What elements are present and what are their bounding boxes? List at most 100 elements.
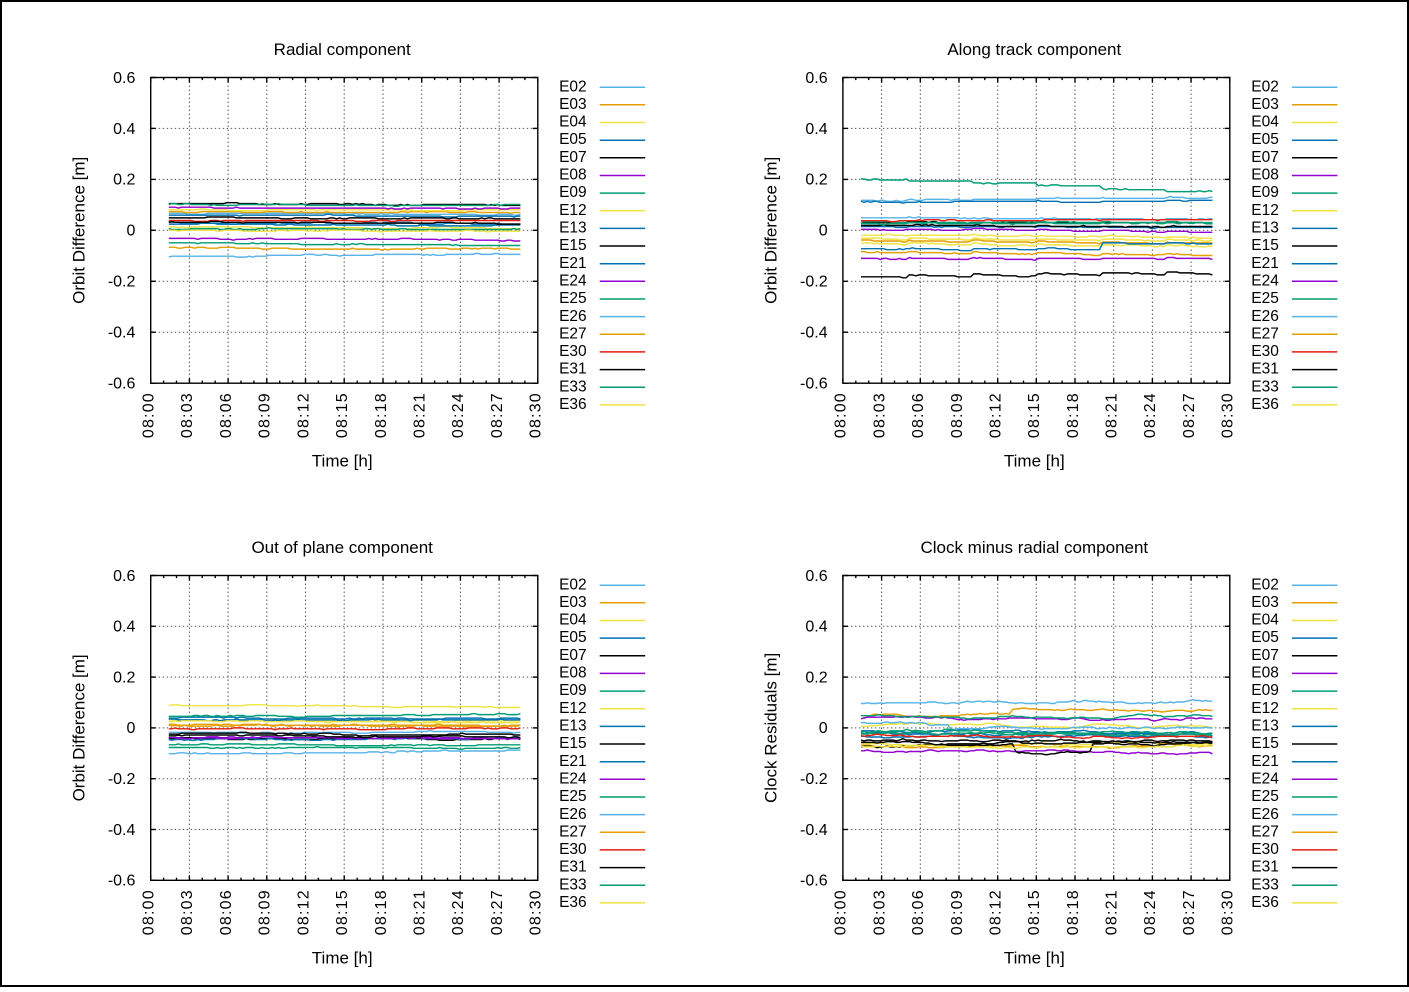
svg-text:0.4: 0.4 (113, 619, 135, 636)
svg-text:08:21: 08:21 (1104, 889, 1121, 935)
svg-text:08:09: 08:09 (949, 392, 966, 438)
svg-text:E24: E24 (559, 770, 587, 787)
svg-text:0.2: 0.2 (805, 172, 827, 189)
svg-text:0: 0 (126, 223, 135, 240)
svg-text:E31: E31 (559, 361, 587, 378)
svg-text:08:12: 08:12 (295, 392, 312, 438)
svg-text:08:18: 08:18 (1065, 889, 1082, 935)
svg-text:E21: E21 (559, 753, 587, 770)
svg-text:0: 0 (819, 720, 828, 737)
svg-text:E36: E36 (559, 894, 587, 911)
svg-text:-0.2: -0.2 (108, 274, 136, 291)
svg-text:0: 0 (126, 720, 135, 737)
svg-text:08:00: 08:00 (833, 889, 850, 935)
svg-text:E08: E08 (559, 665, 587, 682)
svg-text:08:03: 08:03 (179, 889, 196, 935)
svg-text:E21: E21 (1251, 255, 1279, 272)
svg-text:E07: E07 (559, 647, 587, 664)
svg-text:E02: E02 (559, 576, 587, 593)
svg-text:-0.2: -0.2 (800, 274, 828, 291)
svg-text:Time [h]: Time [h] (1004, 452, 1065, 471)
svg-text:E08: E08 (1251, 665, 1279, 682)
svg-text:Clock minus radial component: Clock minus radial component (920, 538, 1148, 557)
svg-text:08:24: 08:24 (450, 392, 467, 438)
svg-text:E09: E09 (559, 682, 587, 699)
svg-text:E03: E03 (1251, 96, 1279, 113)
svg-text:-0.2: -0.2 (800, 771, 828, 788)
svg-text:E02: E02 (1251, 576, 1279, 593)
svg-text:E02: E02 (1251, 78, 1279, 95)
svg-text:E03: E03 (559, 96, 587, 113)
svg-text:E07: E07 (1251, 647, 1279, 664)
svg-text:Time [h]: Time [h] (1004, 949, 1065, 968)
svg-text:E27: E27 (559, 823, 587, 840)
svg-text:-0.4: -0.4 (108, 325, 136, 342)
svg-text:0.2: 0.2 (805, 669, 827, 686)
svg-text:E12: E12 (559, 202, 587, 219)
svg-text:08:06: 08:06 (218, 889, 235, 935)
svg-text:E26: E26 (559, 806, 587, 823)
svg-text:E27: E27 (1251, 325, 1279, 342)
svg-text:08:21: 08:21 (412, 392, 429, 438)
svg-text:Radial component: Radial component (274, 40, 411, 59)
svg-text:0.4: 0.4 (805, 619, 827, 636)
svg-text:E30: E30 (1251, 841, 1279, 858)
svg-text:08:15: 08:15 (1026, 392, 1043, 438)
svg-text:08:18: 08:18 (373, 392, 390, 438)
svg-text:E33: E33 (559, 876, 587, 893)
svg-text:E33: E33 (1251, 378, 1279, 395)
svg-text:E07: E07 (1251, 149, 1279, 166)
svg-text:0.6: 0.6 (805, 568, 827, 585)
svg-text:E25: E25 (1251, 788, 1279, 805)
svg-text:E24: E24 (559, 272, 587, 289)
svg-text:E30: E30 (1251, 343, 1279, 360)
svg-text:-0.2: -0.2 (108, 771, 136, 788)
svg-text:08:03: 08:03 (871, 889, 888, 935)
svg-text:08:12: 08:12 (988, 392, 1005, 438)
svg-text:E07: E07 (559, 149, 587, 166)
svg-text:-0.6: -0.6 (108, 376, 136, 393)
svg-text:E27: E27 (1251, 823, 1279, 840)
svg-text:08:09: 08:09 (949, 889, 966, 935)
svg-text:08:18: 08:18 (373, 889, 390, 935)
svg-text:0.4: 0.4 (805, 121, 827, 138)
svg-text:E25: E25 (559, 788, 587, 805)
svg-text:E33: E33 (559, 378, 587, 395)
svg-text:E08: E08 (1251, 167, 1279, 184)
svg-text:Out of plane component: Out of plane component (251, 538, 433, 557)
svg-text:08:24: 08:24 (1142, 889, 1159, 935)
svg-text:08:00: 08:00 (141, 889, 158, 935)
svg-text:0.6: 0.6 (113, 568, 135, 585)
svg-text:E08: E08 (559, 167, 587, 184)
svg-text:E15: E15 (559, 735, 587, 752)
svg-text:08:15: 08:15 (334, 392, 351, 438)
svg-text:E26: E26 (559, 308, 587, 325)
svg-text:08:00: 08:00 (141, 392, 158, 438)
svg-text:E04: E04 (559, 612, 587, 629)
svg-text:E21: E21 (559, 255, 587, 272)
svg-text:E27: E27 (559, 325, 587, 342)
svg-text:E31: E31 (559, 859, 587, 876)
svg-text:08:30: 08:30 (528, 392, 545, 438)
svg-text:08:27: 08:27 (1181, 392, 1198, 438)
svg-text:E05: E05 (1251, 131, 1279, 148)
svg-text:08:06: 08:06 (218, 392, 235, 438)
svg-text:E09: E09 (1251, 682, 1279, 699)
svg-text:Clock Residuals [m]: Clock Residuals [m] (762, 653, 781, 803)
svg-text:E13: E13 (559, 220, 587, 237)
svg-text:08:12: 08:12 (988, 889, 1005, 935)
svg-text:E21: E21 (1251, 753, 1279, 770)
svg-text:E31: E31 (1251, 859, 1279, 876)
svg-text:08:09: 08:09 (257, 392, 274, 438)
svg-text:0.6: 0.6 (113, 70, 135, 87)
svg-text:08:27: 08:27 (489, 392, 506, 438)
svg-text:08:15: 08:15 (334, 889, 351, 935)
svg-text:08:27: 08:27 (489, 889, 506, 935)
svg-text:08:30: 08:30 (1220, 889, 1237, 935)
svg-text:-0.6: -0.6 (108, 873, 136, 890)
svg-text:E13: E13 (1251, 220, 1279, 237)
svg-text:08:03: 08:03 (179, 392, 196, 438)
svg-text:E36: E36 (559, 396, 587, 413)
svg-text:0.6: 0.6 (805, 70, 827, 87)
svg-text:-0.6: -0.6 (800, 376, 828, 393)
